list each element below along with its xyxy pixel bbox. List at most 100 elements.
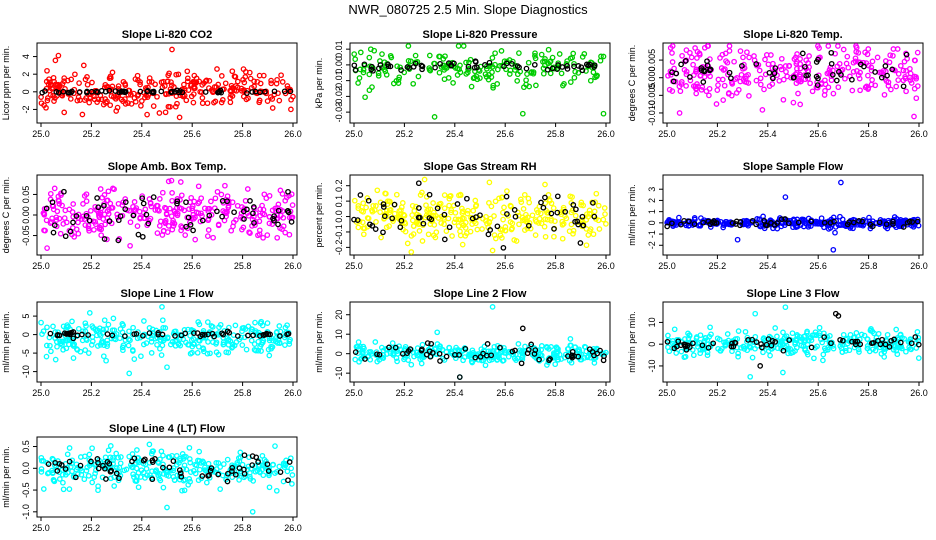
- data-point: [769, 65, 776, 72]
- data-point-selected: [88, 458, 94, 465]
- data-point: [51, 185, 58, 192]
- x-tick-label: 25.2: [709, 388, 727, 398]
- data-point: [690, 352, 697, 359]
- data-point: [86, 310, 93, 316]
- y-axis-label: ml/min per min.: [1, 446, 11, 508]
- data-point: [86, 451, 93, 458]
- data-point: [449, 233, 455, 239]
- data-point: [131, 356, 138, 362]
- data-point: [89, 334, 96, 340]
- data-point: [75, 219, 81, 226]
- data-point: [756, 67, 763, 74]
- data-point: [745, 71, 751, 78]
- data-point-selected: [538, 199, 544, 206]
- data-point-selected: [859, 218, 866, 225]
- data-point: [251, 78, 257, 85]
- data-point-selected: [166, 464, 173, 471]
- data-point: [134, 455, 141, 461]
- data-point: [289, 202, 296, 208]
- data-point: [218, 191, 225, 198]
- data-point: [890, 46, 897, 52]
- data-point: [174, 100, 180, 107]
- data-point: [276, 463, 283, 470]
- data-point: [160, 324, 167, 331]
- chart-title: Slope Li-820 Temp.: [743, 29, 842, 41]
- data-point: [104, 343, 110, 350]
- data-point: [249, 508, 256, 515]
- data-point: [178, 227, 184, 234]
- data-point: [361, 345, 367, 352]
- data-point: [811, 355, 817, 362]
- data-point-selected: [813, 73, 820, 80]
- y-tick-label: -10: [334, 367, 344, 380]
- y-tick-label: 0.000: [647, 66, 657, 89]
- data-point-selected: [368, 63, 375, 70]
- data-point-selected: [532, 347, 539, 353]
- data-point-selected: [849, 76, 855, 83]
- data-point-selected: [840, 337, 846, 344]
- data-point: [468, 83, 475, 90]
- data-point-selected: [217, 87, 224, 94]
- data-point-selected: [876, 219, 883, 226]
- data-point: [555, 346, 561, 352]
- x-tick-label: 26.0: [597, 261, 615, 271]
- chart-title: Slope Li-820 CO2: [122, 29, 212, 41]
- data-point: [282, 229, 289, 236]
- data-point: [587, 77, 594, 84]
- data-point-selected: [852, 338, 859, 345]
- y-tick-label: 5: [21, 314, 31, 319]
- data-point: [446, 195, 453, 202]
- data-point-selected: [106, 460, 113, 467]
- data-point: [43, 353, 50, 360]
- data-point: [514, 71, 521, 78]
- data-point-selected: [870, 339, 877, 346]
- data-point-selected: [262, 88, 268, 95]
- data-point: [169, 226, 176, 233]
- data-point: [135, 484, 142, 491]
- data-point-selected: [575, 221, 582, 228]
- data-point-selected: [45, 461, 52, 467]
- data-point: [284, 83, 291, 89]
- data-point: [514, 355, 521, 362]
- data-point: [845, 64, 852, 71]
- data-point: [447, 192, 454, 199]
- data-point: [399, 200, 406, 206]
- y-tick-label: 4: [21, 54, 31, 59]
- data-point: [92, 470, 98, 477]
- data-point: [360, 231, 367, 238]
- data-point: [204, 233, 211, 239]
- data-point-selected: [772, 65, 779, 71]
- data-point-selected: [176, 467, 183, 473]
- data-point: [837, 213, 843, 220]
- data-point: [470, 207, 477, 214]
- data-point-selected: [169, 88, 175, 95]
- data-point: [253, 210, 259, 216]
- data-point: [439, 346, 446, 353]
- data-point: [375, 72, 382, 79]
- data-point: [159, 304, 165, 310]
- data-point: [55, 52, 62, 59]
- data-point: [489, 304, 496, 310]
- data-point: [128, 91, 134, 98]
- data-point: [103, 197, 110, 204]
- data-point: [360, 208, 367, 215]
- x-tick-label: 25.8: [547, 261, 565, 271]
- data-point-selected: [178, 332, 185, 339]
- data-point: [688, 54, 695, 61]
- data-point: [838, 179, 844, 186]
- data-point: [213, 466, 220, 472]
- data-point: [569, 194, 575, 200]
- data-point-selected: [837, 337, 843, 343]
- data-point: [99, 330, 106, 336]
- data-point: [64, 451, 71, 458]
- data-point: [264, 232, 271, 238]
- data-point-selected: [572, 218, 578, 225]
- data-point: [669, 59, 676, 65]
- data-point: [187, 459, 194, 466]
- data-point-selected: [486, 59, 493, 66]
- data-point: [852, 55, 859, 62]
- data-point-selected: [424, 340, 431, 346]
- chart-title: Slope Gas Stream RH: [423, 161, 536, 173]
- data-point: [835, 84, 842, 91]
- data-point: [850, 225, 856, 232]
